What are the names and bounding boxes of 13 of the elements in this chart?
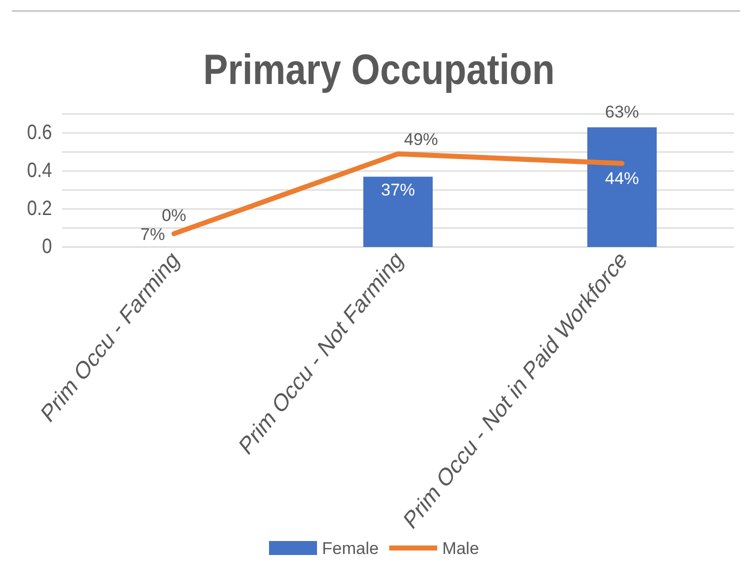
data-label: 63% xyxy=(604,102,640,122)
data-label: 49% xyxy=(404,130,438,149)
y-tick-label: 0 xyxy=(42,234,52,258)
chart-title: Primary Occupation xyxy=(203,46,555,94)
data-label: 37% xyxy=(380,180,416,200)
data-label: 0% xyxy=(162,206,186,225)
y-tick-label: 0.4 xyxy=(27,158,52,182)
y-tick-label: 0.6 xyxy=(27,120,52,144)
y-tick-label: 0.2 xyxy=(27,196,52,220)
data-label: 44% xyxy=(604,168,640,188)
data-label: 7% xyxy=(140,224,165,244)
legend-label: Male xyxy=(442,538,480,558)
legend-label: Female xyxy=(322,538,379,558)
